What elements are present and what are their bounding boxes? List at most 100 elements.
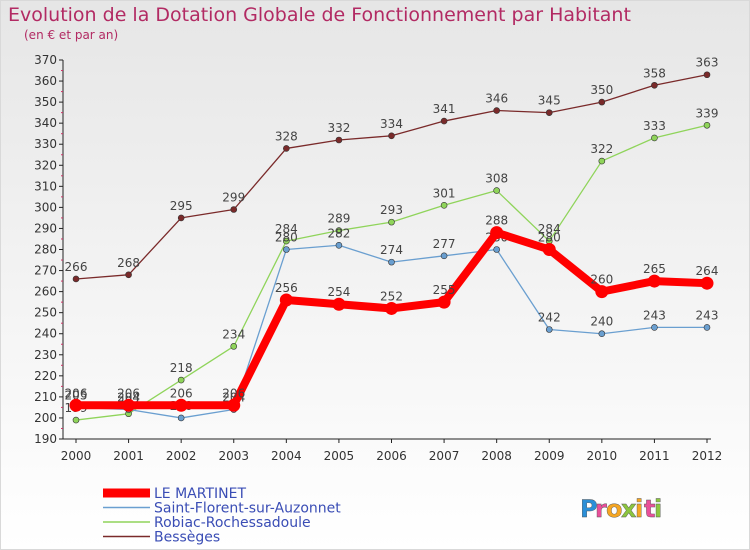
y-tick-label: 230 — [34, 348, 57, 362]
logo-letter: o — [606, 495, 623, 523]
y-tick-label: 340 — [34, 116, 57, 130]
x-tick-label: 2009 — [534, 449, 565, 463]
data-label: 288 — [485, 214, 508, 228]
data-point — [598, 157, 606, 165]
y-tick-label: 260 — [34, 285, 57, 299]
data-point — [440, 252, 448, 260]
legend-item: LE MARTINET — [103, 486, 246, 502]
logo-letter: i — [654, 495, 662, 523]
data-label: 282 — [327, 226, 350, 240]
data-point — [122, 398, 136, 412]
data-point — [440, 201, 448, 209]
data-label: 284 — [538, 222, 561, 236]
legend-label: Robiac-Rochessadoule — [154, 515, 311, 531]
chart-subtitle: (en € et par an) — [24, 28, 119, 42]
data-label: 350 — [590, 83, 613, 97]
data-label: 301 — [433, 186, 456, 200]
data-point — [177, 376, 185, 384]
y-tick-label: 270 — [34, 264, 57, 278]
x-tick-label: 2008 — [481, 449, 512, 463]
data-label: 234 — [222, 327, 245, 341]
data-label: 334 — [380, 117, 403, 131]
data-point — [279, 293, 293, 307]
data-label: 254 — [327, 285, 350, 299]
data-label: 295 — [170, 199, 193, 213]
data-point — [651, 324, 658, 331]
data-label: 255 — [433, 283, 456, 297]
y-tick-label: 300 — [34, 200, 57, 214]
data-label: 256 — [275, 281, 298, 295]
data-label: 206 — [65, 386, 88, 400]
data-label: 280 — [538, 231, 561, 245]
y-tick-label: 190 — [34, 432, 57, 446]
data-label: 218 — [170, 361, 193, 375]
data-point — [174, 398, 188, 412]
x-tick-label: 2010 — [587, 449, 618, 463]
data-point — [651, 81, 658, 89]
data-label: 266 — [65, 260, 88, 274]
data-label: 205 — [65, 388, 88, 402]
y-tick-label: 350 — [34, 95, 57, 109]
data-label: 293 — [380, 203, 403, 217]
proxiti-logo: Pr oxi ti — [580, 495, 663, 523]
data-point — [177, 214, 185, 222]
data-point — [335, 227, 343, 234]
data-point — [227, 398, 241, 412]
y-tick-label: 360 — [34, 74, 57, 88]
y-tick-label: 370 — [34, 53, 57, 67]
x-tick-label: 2003 — [218, 449, 249, 463]
data-label: 322 — [590, 142, 613, 156]
data-label: 289 — [327, 212, 350, 226]
data-point — [493, 246, 500, 253]
legend-label: LE MARTINET — [154, 486, 246, 502]
data-point — [230, 343, 238, 350]
data-label: 264 — [696, 264, 719, 278]
data-label: 333 — [643, 119, 666, 133]
data-label: 268 — [117, 256, 140, 270]
legend-item: Saint-Florent-sur-Auzonnet — [103, 501, 341, 517]
data-point — [647, 274, 661, 288]
x-tick-label: 2002 — [166, 449, 197, 463]
y-tick-label: 240 — [34, 327, 57, 341]
x-tick-label: 2011 — [639, 449, 670, 463]
data-point — [335, 241, 343, 249]
chart-title: Evolution de la Dotation Globale de Fonc… — [8, 4, 631, 26]
data-label: 206 — [117, 386, 140, 400]
series-le-martinet: 206 206 206 206 256 254 252 255 288 280 260 265 264 — [65, 214, 719, 412]
data-label: 274 — [380, 243, 403, 257]
data-point — [388, 218, 395, 226]
data-point — [69, 398, 83, 412]
x-tick-label: 2005 — [324, 449, 355, 463]
y-tick-label: 310 — [34, 179, 57, 193]
y-tick-label: 220 — [34, 369, 57, 383]
data-point — [703, 324, 711, 331]
data-point — [125, 271, 132, 279]
chart-axes: 190 200 210 220 230 240 250 260 270 280 290 300 310 3… — [34, 53, 722, 463]
data-point — [598, 98, 606, 106]
series-layer: 2662682952993283323343413463453503583631… — [65, 56, 719, 424]
data-label: 252 — [380, 289, 403, 303]
data-point — [545, 109, 553, 116]
x-tick-label: 2006 — [376, 449, 407, 463]
data-point — [700, 276, 714, 290]
legend-label: Saint-Florent-sur-Auzonnet — [154, 501, 341, 517]
data-point — [283, 246, 290, 253]
y-tick-label: 280 — [34, 243, 57, 257]
data-point — [283, 237, 290, 245]
logo-letter: P — [580, 495, 598, 523]
data-label: 284 — [275, 222, 298, 236]
data-label: 339 — [696, 106, 719, 120]
data-point — [72, 275, 80, 283]
data-label: 345 — [538, 94, 561, 108]
data-label: 332 — [327, 121, 350, 135]
logo-letter: x — [621, 495, 637, 523]
data-point — [230, 206, 238, 213]
data-point — [703, 121, 711, 129]
y-tick-label: 330 — [34, 137, 57, 151]
x-tick-label: 2007 — [429, 449, 460, 463]
data-label: 265 — [643, 262, 666, 276]
data-point — [703, 71, 711, 79]
data-label: 299 — [222, 190, 245, 204]
data-point — [332, 297, 346, 311]
